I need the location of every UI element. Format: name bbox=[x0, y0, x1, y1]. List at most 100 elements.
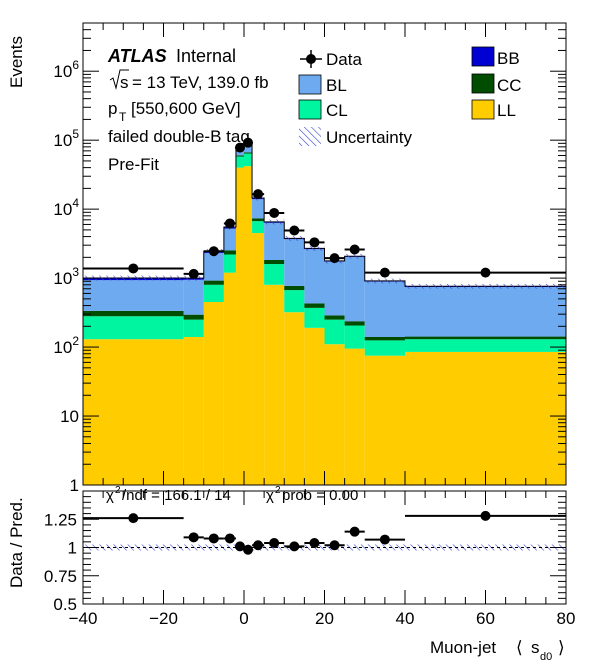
bar-cl-2 bbox=[203, 284, 224, 303]
ratio-point-8 bbox=[289, 541, 300, 552]
legend-label-uncertainty: Uncertainty bbox=[326, 128, 412, 147]
data-point-12 bbox=[379, 267, 390, 278]
bar-ll-0 bbox=[83, 339, 184, 485]
bar-ll-5 bbox=[244, 166, 253, 485]
data-point-11 bbox=[349, 244, 360, 255]
legend-data: Data bbox=[300, 50, 362, 69]
legend-uncertainty: Uncertainty bbox=[299, 127, 412, 147]
bar-cc-10 bbox=[324, 315, 345, 320]
xtick-label-3: 20 bbox=[315, 609, 334, 628]
bar-ll-3 bbox=[223, 272, 236, 485]
bar-cc-12 bbox=[364, 336, 405, 341]
y-axis-label-ratio: Data / Pred. bbox=[7, 497, 26, 588]
bar-cc-4 bbox=[235, 155, 244, 157]
bar-cc-9 bbox=[304, 303, 325, 308]
legend-bl: BL bbox=[298, 74, 347, 95]
ratio-uncertainty-band bbox=[83, 544, 566, 551]
ratio-points bbox=[83, 510, 566, 555]
bar-bl-0 bbox=[83, 280, 184, 311]
tag-label: failed double-B tag bbox=[108, 127, 250, 146]
legend-swatch-ll bbox=[471, 99, 495, 120]
bar-cc-8 bbox=[284, 285, 305, 291]
main-ytick-label-0: 1 bbox=[70, 476, 79, 495]
bar-ll-7 bbox=[264, 284, 285, 485]
atlas-text: ATLAS bbox=[107, 46, 167, 66]
legend-label-bb: BB bbox=[497, 49, 520, 68]
data-point-10 bbox=[329, 253, 340, 264]
bar-cl-0 bbox=[83, 316, 184, 340]
xtick-label-0: −40 bbox=[69, 609, 98, 628]
ratio-ytick-label-1: 0.75 bbox=[44, 567, 77, 586]
bar-ll-4 bbox=[235, 167, 244, 485]
bar-cl-12 bbox=[364, 340, 405, 356]
sqrt-icon bbox=[109, 69, 129, 90]
atlas-label: ATLAS Internal bbox=[107, 46, 236, 66]
bar-bl-13 bbox=[405, 287, 566, 337]
ratio-point-2 bbox=[208, 533, 219, 544]
bar-bl-6 bbox=[252, 199, 265, 219]
data-point-13 bbox=[480, 267, 491, 278]
ratio-point-5 bbox=[243, 544, 254, 555]
pt-range: [550,600 GeV] bbox=[131, 99, 241, 118]
main-ytick-label-4: 104 bbox=[53, 196, 79, 219]
uncertainty-band-12 bbox=[364, 278, 405, 284]
ratio-point-4 bbox=[234, 541, 245, 552]
data-points bbox=[83, 137, 566, 279]
bar-cc-13 bbox=[405, 336, 566, 340]
bar-cl-13 bbox=[405, 339, 566, 352]
legend-swatch-cc bbox=[471, 73, 495, 94]
legend: Data BL CL Uncertainty BB CC LL bbox=[298, 46, 522, 147]
stacked-histogram bbox=[83, 140, 566, 485]
legend-cc: CC bbox=[471, 73, 522, 95]
chi2prob-text: prob = 0.00 bbox=[282, 487, 358, 504]
bar-cc-3 bbox=[223, 250, 236, 255]
bar-cl-4 bbox=[235, 156, 244, 168]
bar-bl-5 bbox=[244, 143, 253, 153]
energy-label: s = 13 TeV, 139.0 fb bbox=[109, 69, 269, 92]
energy-text: = 13 TeV, 139.0 fb bbox=[132, 73, 269, 92]
legend-label-cl: CL bbox=[326, 101, 348, 120]
data-point-3 bbox=[224, 218, 235, 229]
atlas-status-text: Internal bbox=[176, 46, 236, 66]
legend-swatch-bb bbox=[471, 46, 495, 67]
main-ytick-label-1: 10 bbox=[60, 407, 79, 426]
x-axis-label-bracket-open: ⟨ bbox=[516, 638, 523, 657]
sqrt-s: s bbox=[120, 73, 129, 92]
ratio-point-6 bbox=[253, 540, 264, 551]
data-point-2 bbox=[208, 246, 219, 257]
bar-bl-7 bbox=[264, 222, 285, 261]
main-ytick-label-3: 103 bbox=[53, 265, 79, 288]
ratio-ytick-label-3: 1.25 bbox=[44, 510, 77, 529]
uncertainty-band-8 bbox=[284, 236, 305, 241]
pt-label: p T [550,600 GeV] bbox=[108, 99, 241, 124]
chi2-symbol: χ bbox=[106, 487, 114, 504]
legend-swatch-bl bbox=[298, 74, 322, 95]
uncertainty-band-7 bbox=[264, 219, 285, 225]
legend-label-ll: LL bbox=[497, 101, 516, 120]
chi2-label: χ 2 /ndf = 166.1 / 14 χ 2 prob = 0.00 bbox=[106, 485, 358, 504]
uncertainty-band-9 bbox=[304, 246, 325, 251]
bar-bl-8 bbox=[284, 239, 305, 286]
bar-ll-11 bbox=[344, 348, 365, 485]
bar-bl-11 bbox=[344, 256, 365, 322]
uncertainty-band-0 bbox=[83, 275, 184, 281]
fit-label: Pre-Fit bbox=[108, 155, 159, 174]
main-ytick-label-6: 106 bbox=[53, 58, 79, 81]
bar-cc-11 bbox=[344, 321, 365, 326]
x-axis-label-bracket-close: ⟩ bbox=[558, 638, 565, 657]
bar-cl-10 bbox=[324, 319, 345, 345]
bar-bl-2 bbox=[203, 252, 224, 281]
bar-cl-3 bbox=[223, 254, 236, 273]
chi2prob-symbol: χ bbox=[266, 487, 274, 504]
bar-bl-10 bbox=[324, 261, 345, 316]
bar-bl-1 bbox=[183, 279, 204, 315]
bar-ll-12 bbox=[364, 355, 405, 485]
main-ytick-label-2: 102 bbox=[53, 334, 79, 357]
legend-label-bl: BL bbox=[326, 76, 347, 95]
ratio-point-11 bbox=[349, 526, 360, 537]
pt-prefix: p bbox=[108, 99, 117, 118]
main-axes: 1 10 102 103 104 105 106 bbox=[53, 22, 567, 495]
xtick-label-4: 40 bbox=[396, 609, 415, 628]
legend-swatch-cl bbox=[298, 99, 322, 120]
